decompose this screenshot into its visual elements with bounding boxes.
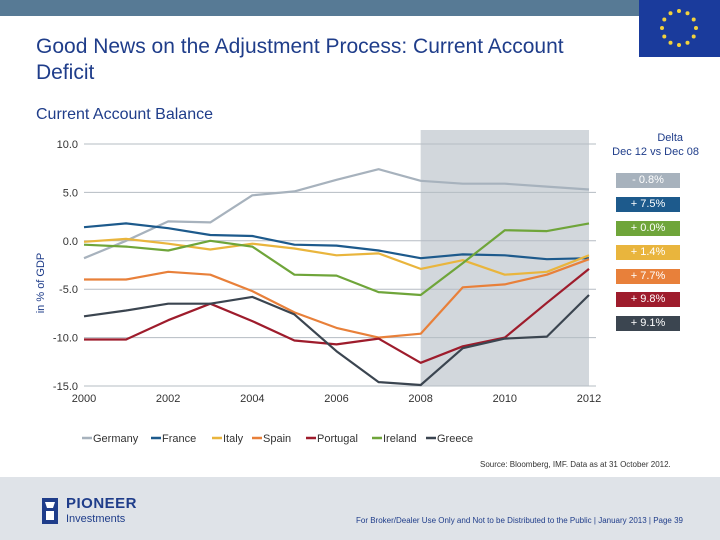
footer-disclaimer: For Broker/Dealer Use Only and Not to be… bbox=[356, 516, 683, 525]
x-tick-label: 2000 bbox=[72, 393, 96, 405]
flag-star bbox=[668, 11, 673, 16]
legend-label: Spain bbox=[263, 433, 291, 445]
series-line-germany bbox=[83, 168, 590, 260]
flag-star bbox=[691, 34, 696, 39]
series-line-italy bbox=[83, 237, 590, 276]
series-line-france bbox=[83, 222, 590, 261]
delta-label: + 9.8% bbox=[616, 292, 680, 307]
y-tick-label: -5.0 bbox=[59, 284, 78, 296]
footer-bar bbox=[0, 477, 720, 540]
x-tick-label: 2004 bbox=[240, 393, 264, 405]
y-axis-label: in % of GDP bbox=[35, 253, 47, 314]
legend-label: Portugal bbox=[317, 433, 358, 445]
delta-header-2: Dec 12 vs Dec 08 bbox=[612, 146, 699, 158]
flag-star bbox=[685, 40, 690, 45]
flag-star bbox=[662, 17, 667, 22]
x-tick-label: 2008 bbox=[408, 393, 432, 405]
delta-label: + 1.4% bbox=[616, 245, 680, 260]
delta-label: + 0.0% bbox=[616, 221, 680, 236]
x-tick-label: 2010 bbox=[493, 393, 517, 405]
eu-flag-logo bbox=[639, 0, 720, 57]
flag-star bbox=[685, 11, 690, 16]
series-line-spain bbox=[84, 258, 590, 339]
flag-star bbox=[694, 26, 698, 30]
series-line-ireland bbox=[83, 222, 590, 297]
page-title: Good News on the Adjustment Process: Cur… bbox=[36, 35, 564, 84]
flag-star bbox=[677, 43, 681, 47]
delta-label: + 7.7% bbox=[616, 269, 680, 284]
y-tick-label: -15.0 bbox=[53, 381, 78, 393]
y-tick-label: 10.0 bbox=[57, 139, 78, 151]
x-tick-label: 2002 bbox=[156, 393, 180, 405]
brand-name: PIONEER bbox=[66, 495, 138, 512]
x-tick-label: 2006 bbox=[324, 393, 348, 405]
delta-label: - 0.8% bbox=[616, 173, 680, 188]
x-tick-label: 2012 bbox=[577, 393, 601, 405]
legend-label: Greece bbox=[437, 433, 473, 445]
legend-label: Italy bbox=[223, 433, 244, 445]
top-bar bbox=[0, 0, 720, 16]
y-tick-label: 0.0 bbox=[63, 236, 78, 248]
legend-label: Germany bbox=[93, 433, 139, 445]
flag-star bbox=[677, 9, 681, 13]
chart-subtitle: Current Account Balance bbox=[36, 106, 213, 123]
delta-label: + 7.5% bbox=[616, 197, 680, 212]
flag-star bbox=[660, 26, 664, 30]
y-tick-label: 5.0 bbox=[63, 187, 78, 199]
current-account-chart: 10.0 5.0 0.0 -5.0 -10.0 -15.0 2000 2002 2004 200… bbox=[35, 130, 699, 445]
pioneer-logo-icon bbox=[42, 498, 58, 524]
flag-star bbox=[691, 17, 696, 22]
flag-star bbox=[668, 40, 673, 45]
delta-header: Delta bbox=[657, 132, 684, 144]
series-line-greece bbox=[83, 294, 590, 387]
brand-subname: Investments bbox=[66, 513, 126, 525]
legend-label: France bbox=[162, 433, 196, 445]
y-tick-label: -10.0 bbox=[53, 333, 78, 345]
legend-label: Ireland bbox=[383, 433, 417, 445]
flag-star bbox=[662, 34, 667, 39]
source-note: Source: Bloomberg, IMF. Data as at 31 Oc… bbox=[480, 460, 671, 469]
delta-label: + 9.1% bbox=[616, 316, 680, 331]
